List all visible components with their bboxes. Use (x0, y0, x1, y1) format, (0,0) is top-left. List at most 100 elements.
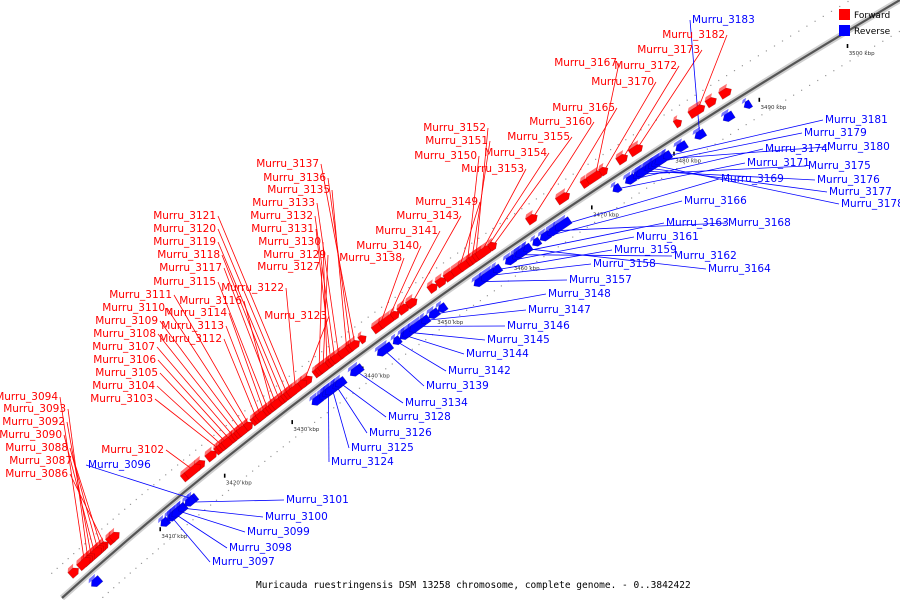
track-marker (129, 572, 131, 574)
track-marker (189, 454, 191, 456)
reverse-gene-label: Murru_3144 (466, 348, 529, 360)
track-marker (668, 172, 670, 175)
forward-gene-label: Murru_3093 (3, 403, 66, 415)
track-marker (730, 133, 732, 135)
reverse-connector (404, 334, 465, 355)
track-marker (694, 94, 696, 96)
forward-connector (320, 163, 356, 345)
reverse-connector (425, 309, 527, 321)
track-marker (73, 553, 75, 555)
track-marker (275, 385, 278, 387)
track-marker (745, 124, 747, 126)
forward-connector (223, 267, 277, 405)
track-marker (378, 373, 380, 375)
gene-bevel (347, 335, 355, 345)
forward-connector (225, 325, 262, 417)
track-marker (171, 469, 173, 471)
track-marker (418, 343, 420, 346)
track-marker (215, 499, 218, 501)
track-marker (479, 300, 481, 302)
track-marker (514, 213, 516, 215)
track-marker (557, 183, 559, 185)
genome-axis (51, 0, 900, 600)
forward-connector (492, 136, 573, 246)
gene-bevel (374, 339, 387, 353)
track-marker (661, 177, 663, 179)
track-marker (457, 252, 459, 254)
track-marker (146, 558, 148, 560)
track-marker (543, 193, 545, 195)
forward-gene-label: Murru_3111 (109, 289, 172, 301)
reverse-gene-label: Murru_3096 (88, 459, 151, 471)
track-marker (671, 109, 673, 111)
tick-mark (758, 97, 761, 102)
tick-label: 3470 kbp (593, 212, 619, 218)
reverse-connector (171, 516, 211, 563)
track-marker (367, 316, 369, 318)
forward-gene-label: Murru_3167 (554, 57, 617, 69)
reverse-gene-label: Murru_3126 (369, 427, 432, 439)
forward-connector (69, 473, 106, 546)
forward-gene-label: Murru_3116 (179, 295, 242, 307)
forward-gene-label: Murru_3123 (264, 310, 327, 322)
forward-gene-label: Murru_3172 (614, 60, 677, 72)
track-marker (514, 275, 516, 277)
reverse-connector (522, 222, 665, 253)
track-marker (769, 109, 771, 111)
track-marker (398, 358, 400, 360)
track-marker (135, 498, 137, 501)
track-marker (714, 143, 716, 145)
gene-bevel (390, 333, 396, 341)
track-marker (485, 232, 487, 234)
track-marker (528, 203, 530, 205)
track-marker (472, 304, 475, 306)
gene-bevel (661, 148, 667, 156)
forward-connector (475, 127, 489, 258)
reverse-connector (662, 146, 826, 160)
gene-bevel (435, 300, 442, 309)
track-marker (256, 400, 259, 402)
reverse-connector (408, 331, 486, 341)
track-marker (757, 55, 759, 57)
track-marker (726, 75, 728, 77)
track-marker (270, 455, 272, 458)
forward-gene-label: Murru_3087 (9, 455, 72, 467)
gene-bevel (158, 514, 164, 524)
track-marker (449, 257, 452, 259)
track-marker (365, 382, 367, 385)
reverse-gene-label: Murru_3164 (708, 263, 771, 275)
track-marker (625, 139, 627, 141)
track-marker (227, 489, 230, 492)
forward-gene-label: Murru_3131 (251, 223, 314, 235)
track-marker (159, 479, 161, 481)
track-marker (78, 548, 80, 550)
tick-label: 3450 kbp (437, 320, 463, 326)
forward-gene-label: Murru_3133 (252, 197, 315, 209)
reverse-gene-label: Murru_3179 (804, 127, 867, 139)
track-marker (118, 582, 120, 584)
track-marker (543, 256, 545, 258)
reverse-gene-label: Murru_3171 (747, 157, 810, 169)
forward-connector (159, 320, 243, 432)
reverse-gene (554, 216, 573, 232)
track-marker (301, 431, 303, 433)
track-marker (225, 425, 227, 427)
track-marker (354, 326, 356, 328)
forward-gene-label: Murru_3140 (356, 240, 419, 252)
track-marker (245, 475, 248, 477)
forward-connector (603, 81, 657, 171)
track-marker (638, 192, 640, 194)
reverse-connector (616, 162, 746, 190)
gene-bevel (478, 265, 491, 278)
gene-bevel (176, 500, 181, 508)
track-marker (529, 265, 531, 267)
track-marker (429, 272, 431, 274)
legend: Forward Reverse (839, 9, 891, 37)
track-marker (347, 331, 349, 333)
gene-bevel (521, 241, 527, 249)
forward-connector (315, 228, 332, 363)
tick-label: 3410 kbp (161, 534, 187, 540)
forward-gene-label: Murru_3151 (425, 135, 488, 147)
gene-bevel (615, 150, 624, 159)
